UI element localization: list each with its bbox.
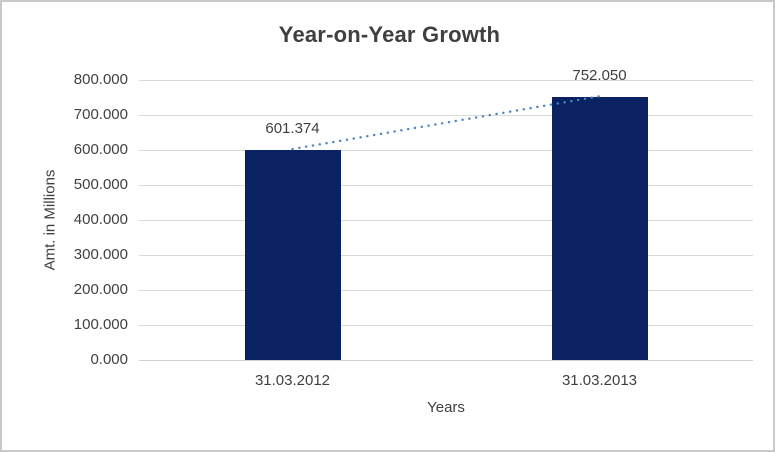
bar[interactable] <box>244 149 341 360</box>
y-tick-label: 200.000 <box>73 281 128 298</box>
gridline <box>139 289 753 291</box>
y-tick-label: 600.000 <box>73 141 128 158</box>
y-tick-label: 700.000 <box>73 106 128 123</box>
y-tick-label: 300.000 <box>73 246 128 263</box>
y-tick-label: 0.000 <box>90 351 128 368</box>
data-label: 752.050 <box>572 66 627 84</box>
gridline <box>139 114 753 116</box>
y-tick-label: 500.000 <box>73 176 128 193</box>
gridline <box>139 149 753 151</box>
bar[interactable] <box>551 96 648 360</box>
x-axis-line <box>139 359 753 361</box>
x-tick-label: 31.03.2013 <box>561 372 638 389</box>
gridline <box>139 184 753 186</box>
x-axis-title: Years <box>427 399 465 416</box>
gridline <box>139 219 753 221</box>
gridline <box>139 254 753 256</box>
y-tick-label: 100.000 <box>73 316 128 333</box>
gridline <box>139 79 753 81</box>
x-tick-label: 31.03.2012 <box>254 372 331 389</box>
y-tick-label: 400.000 <box>73 211 128 228</box>
y-tick-label: 800.000 <box>73 71 128 88</box>
data-label: 601.374 <box>265 119 320 137</box>
chart-title: Year-on-Year Growth <box>278 22 501 47</box>
gridline <box>139 324 753 326</box>
